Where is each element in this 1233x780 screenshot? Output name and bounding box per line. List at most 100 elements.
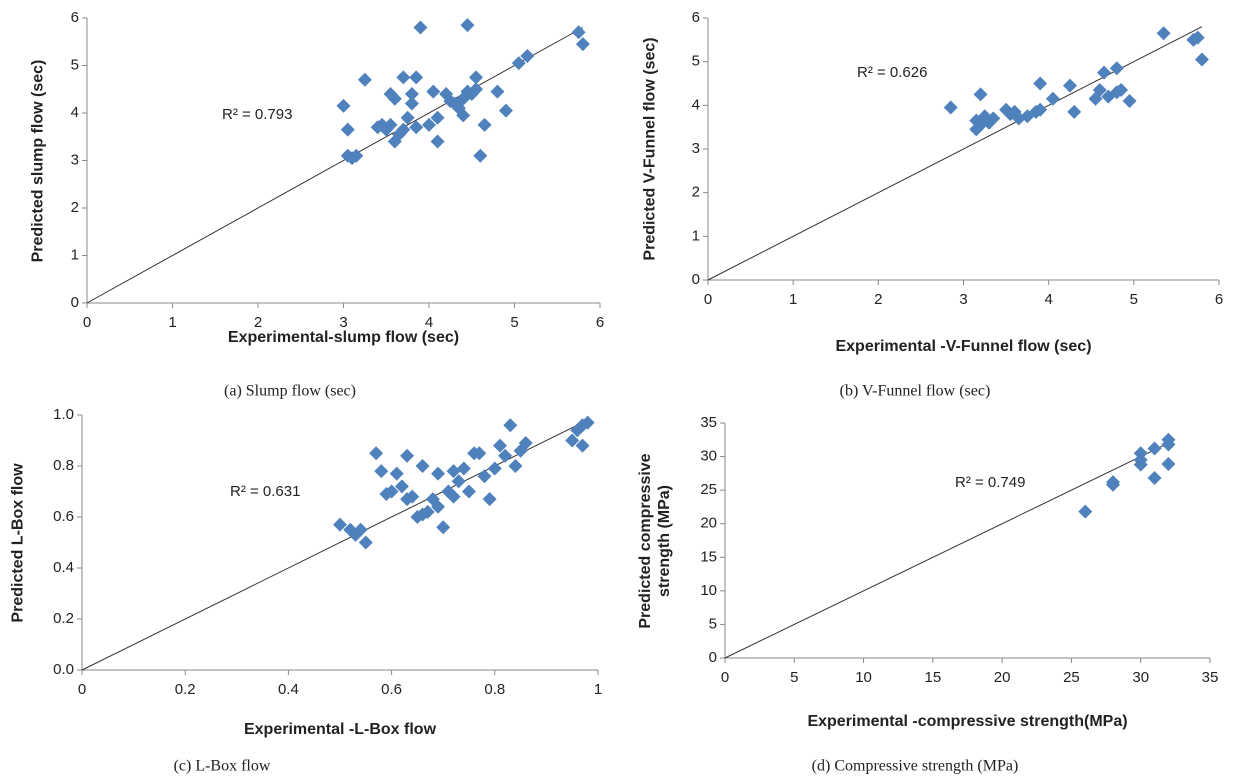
point xyxy=(1133,446,1148,461)
point xyxy=(358,535,373,550)
caption: (d) Compressive strength (MPa) xyxy=(812,758,1019,775)
x-tick-label: 2 xyxy=(254,314,262,331)
point xyxy=(387,91,402,106)
point xyxy=(357,72,372,87)
x-tick-label: 4 xyxy=(1044,291,1052,308)
y-axis-label: Predicted compressive strength (MPa) xyxy=(637,452,673,629)
point xyxy=(1033,102,1048,117)
x-tick-label: 3 xyxy=(959,291,967,308)
point xyxy=(456,108,471,123)
x-axis-label: Experimental -L-Box flow xyxy=(244,721,437,738)
point xyxy=(986,111,1001,126)
x-axis-label: Experimental -V-Funnel flow (sec) xyxy=(835,338,1091,355)
y-tick-label: 30 xyxy=(700,448,717,465)
point xyxy=(1062,78,1077,93)
y-axis-label: Predicted slump flow (sec) xyxy=(29,59,47,262)
y-tick-label: 10 xyxy=(700,582,717,599)
point xyxy=(1092,83,1107,98)
point xyxy=(369,446,384,461)
x-tick-label: 10 xyxy=(855,669,872,686)
trend-line xyxy=(86,27,584,304)
point xyxy=(1078,504,1093,519)
y-tick-label: 0.4 xyxy=(53,559,74,576)
trend-line xyxy=(724,442,1169,659)
point xyxy=(580,415,595,430)
point xyxy=(396,70,411,85)
caption: (a) Slump flow (sec) xyxy=(224,383,356,400)
point xyxy=(1161,456,1176,471)
y-tick-label: 15 xyxy=(700,548,717,565)
y-tick-label: 4 xyxy=(71,104,79,121)
point xyxy=(1106,475,1120,490)
x-tick-label: 5 xyxy=(1130,291,1138,308)
point xyxy=(349,148,364,163)
y-tick-label: 3 xyxy=(692,140,700,157)
point xyxy=(1067,104,1082,119)
x-tick-label: 20 xyxy=(994,669,1011,686)
x-tick-label: 1 xyxy=(594,681,602,698)
point xyxy=(973,87,988,102)
point xyxy=(1190,30,1205,45)
point xyxy=(413,20,428,35)
point xyxy=(446,464,461,479)
point xyxy=(1194,52,1209,67)
point xyxy=(400,110,415,125)
point xyxy=(1114,83,1129,98)
y-tick-label: 1 xyxy=(71,246,79,263)
point xyxy=(575,438,590,453)
y-tick-label: 0 xyxy=(71,294,79,311)
point xyxy=(1147,441,1162,456)
point xyxy=(520,49,535,63)
trend-line xyxy=(81,419,588,671)
y-tick-label: 2 xyxy=(71,199,79,216)
point xyxy=(430,110,445,125)
annotation: R² = 0.626 xyxy=(857,64,927,81)
y-tick-label: 20 xyxy=(700,515,717,532)
point xyxy=(1122,93,1137,108)
point xyxy=(575,37,590,52)
point xyxy=(472,446,487,461)
point xyxy=(409,70,424,85)
x-tick-label: 6 xyxy=(596,314,604,331)
y-tick-label: 6 xyxy=(71,9,79,26)
point xyxy=(469,70,484,85)
point xyxy=(426,84,441,99)
annotation: R² = 0.749 xyxy=(955,474,1025,491)
point xyxy=(431,499,446,514)
point xyxy=(446,489,461,504)
point xyxy=(508,459,523,473)
point xyxy=(1033,76,1048,91)
y-axis-label: Predicted V-Funnel flow (sec) xyxy=(641,37,659,261)
point xyxy=(473,148,488,163)
point xyxy=(333,517,347,532)
y-tick-label: 5 xyxy=(71,56,79,73)
point xyxy=(420,504,435,519)
x-tick-label: 0.6 xyxy=(381,681,402,698)
point xyxy=(404,96,419,111)
point xyxy=(565,433,580,448)
x-tick-label: 0.2 xyxy=(175,681,196,698)
y-tick-label: 35 xyxy=(700,414,717,431)
x-tick-label: 1 xyxy=(168,314,176,331)
y-tick-label: 2 xyxy=(692,184,700,201)
x-tick-label: 6 xyxy=(1215,291,1223,308)
y-tick-label: 4 xyxy=(692,96,700,113)
point xyxy=(503,418,518,433)
point xyxy=(490,84,505,99)
annotation: R² = 0.793 xyxy=(222,106,292,123)
y-tick-label: 0.0 xyxy=(53,661,74,678)
point xyxy=(969,122,984,137)
point xyxy=(430,134,445,149)
point xyxy=(436,520,451,535)
y-tick-label: 0.6 xyxy=(53,508,74,525)
x-tick-label: 25 xyxy=(1063,669,1080,686)
point xyxy=(389,466,404,481)
x-tick-label: 15 xyxy=(925,669,942,686)
point xyxy=(431,466,446,481)
point xyxy=(498,103,513,118)
point xyxy=(487,461,502,476)
point xyxy=(396,122,411,137)
x-tick-label: 5 xyxy=(510,314,518,331)
point xyxy=(374,464,389,479)
